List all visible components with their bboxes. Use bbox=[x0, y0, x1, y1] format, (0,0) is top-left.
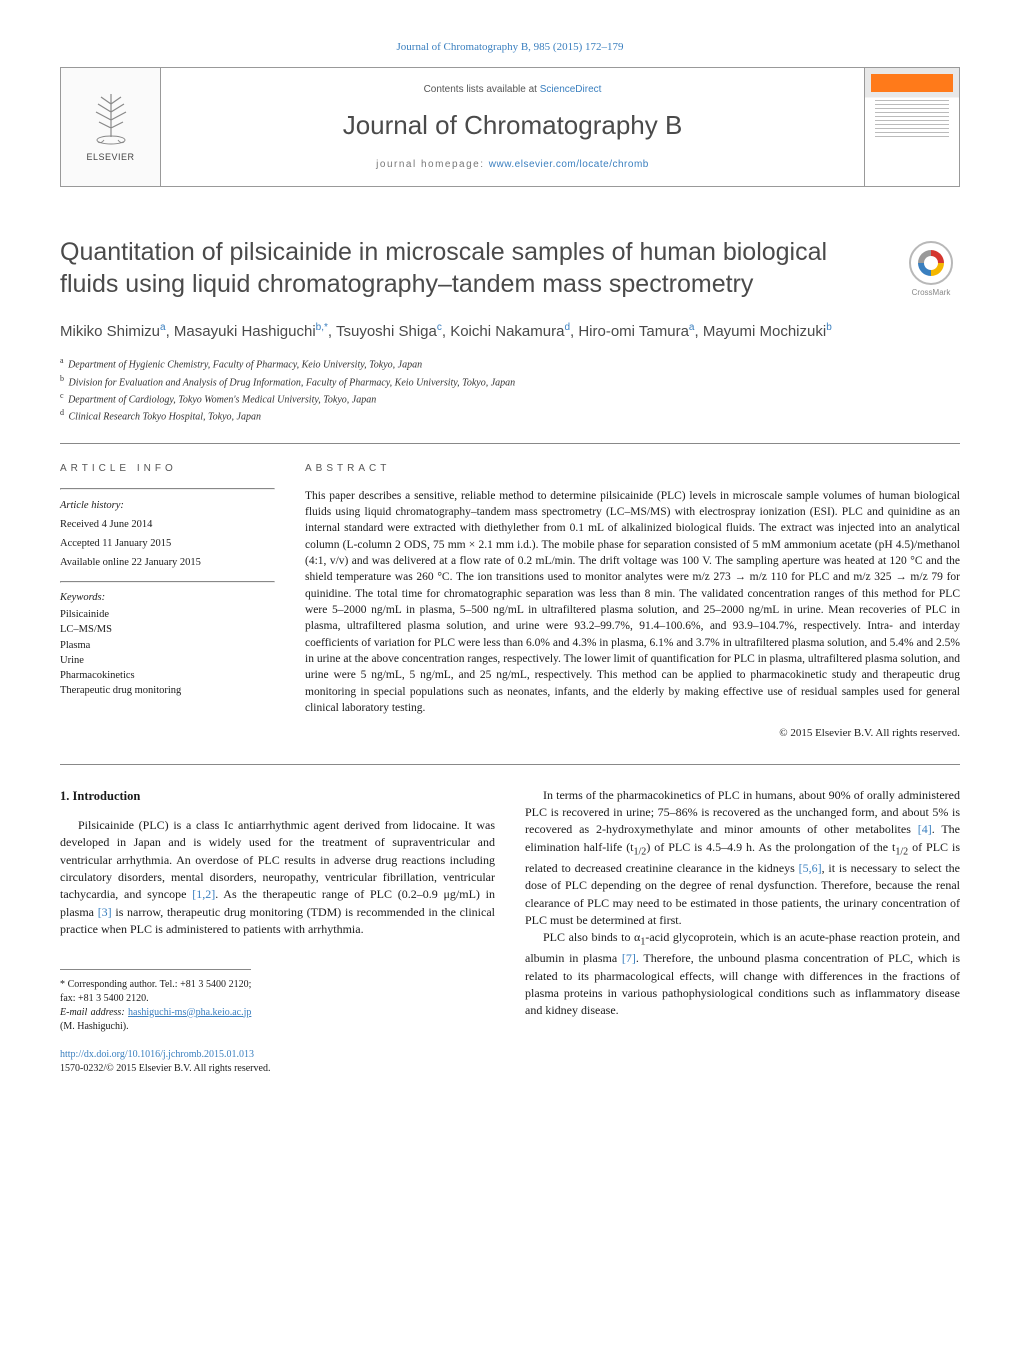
title-row: Quantitation of pilsicainide in microsca… bbox=[60, 237, 960, 300]
article-title: Quantitation of pilsicainide in microsca… bbox=[60, 237, 887, 300]
page-root: Journal of Chromatography B, 985 (2015) … bbox=[0, 0, 1020, 1106]
elsevier-tree-icon bbox=[86, 92, 136, 147]
affiliation-list: a Department of Hygienic Chemistry, Facu… bbox=[60, 355, 960, 424]
rule-bottom bbox=[60, 764, 960, 765]
body-column-right: In terms of the pharmacokinetics of PLC … bbox=[525, 787, 960, 1076]
section-heading-intro: 1. Introduction bbox=[60, 787, 495, 805]
publisher-name: ELSEVIER bbox=[86, 151, 136, 164]
keyword-item: Therapeutic drug monitoring bbox=[60, 683, 275, 698]
abstract-column: ABSTRACT This paper describes a sensitiv… bbox=[305, 462, 960, 742]
cover-accent-bar bbox=[871, 74, 953, 92]
crossmark-badge[interactable]: CrossMark bbox=[902, 241, 960, 298]
crossmark-label: CrossMark bbox=[912, 287, 951, 298]
keywords-list: PilsicainideLC–MS/MSPlasmaUrinePharmacok… bbox=[60, 607, 275, 698]
contents-prefix: Contents lists available at bbox=[424, 84, 540, 95]
journal-name: Journal of Chromatography B bbox=[343, 107, 683, 143]
intro-para-2: In terms of the pharmacokinetics of PLC … bbox=[525, 787, 960, 930]
abstract-heading: ABSTRACT bbox=[305, 462, 960, 476]
intro-para-3: PLC also binds to α1-acid glycoprotein, … bbox=[525, 929, 960, 1019]
doi-link[interactable]: http://dx.doi.org/10.1016/j.jchromb.2015… bbox=[60, 1049, 254, 1060]
intro-para-1: Pilsicainide (PLC) is a class Ic antiarr… bbox=[60, 817, 495, 939]
publisher-logo-cell: ELSEVIER bbox=[61, 68, 161, 186]
abstract-text: This paper describes a sensitive, reliab… bbox=[305, 488, 960, 717]
running-citation: Journal of Chromatography B, 985 (2015) … bbox=[60, 40, 960, 55]
keyword-item: Pharmacokinetics bbox=[60, 668, 275, 683]
masthead-center: Contents lists available at ScienceDirec… bbox=[161, 68, 864, 186]
keyword-item: Urine bbox=[60, 653, 275, 668]
journal-masthead: ELSEVIER Contents lists available at Sci… bbox=[60, 67, 960, 187]
keyword-item: Plasma bbox=[60, 638, 275, 653]
history-accepted: Accepted 11 January 2015 bbox=[60, 536, 275, 551]
cover-decor-lines bbox=[875, 100, 949, 140]
email-suffix: (M. Hashiguchi). bbox=[60, 1021, 129, 1032]
info-divider-2 bbox=[60, 581, 275, 583]
footnote-block: * Corresponding author. Tel.: +81 3 5400… bbox=[60, 969, 251, 1034]
email-line: E-mail address: hashiguchi-ms@pha.keio.a… bbox=[60, 1006, 251, 1034]
author-list: Mikiko Shimizua, Masayuki Hashiguchib,*,… bbox=[60, 320, 960, 344]
history-received: Received 4 June 2014 bbox=[60, 517, 275, 532]
journal-homepage-line: journal homepage: www.elsevier.com/locat… bbox=[376, 158, 649, 172]
corresponding-email-link[interactable]: hashiguchi-ms@pha.keio.ac.jp bbox=[128, 1007, 251, 1018]
corresponding-author-note: * Corresponding author. Tel.: +81 3 5400… bbox=[60, 978, 251, 1006]
affiliation-item: c Department of Cardiology, Tokyo Women'… bbox=[60, 390, 960, 407]
contents-available-line: Contents lists available at ScienceDirec… bbox=[424, 83, 602, 97]
abstract-copyright: © 2015 Elsevier B.V. All rights reserved… bbox=[305, 726, 960, 741]
homepage-prefix: journal homepage: bbox=[376, 159, 489, 170]
affiliation-item: b Division for Evaluation and Analysis o… bbox=[60, 373, 960, 390]
section-title: Introduction bbox=[73, 789, 141, 803]
crossmark-icon bbox=[909, 241, 953, 285]
info-divider-1 bbox=[60, 488, 275, 490]
email-label: E-mail address: bbox=[60, 1007, 128, 1018]
info-abstract-row: ARTICLE INFO Article history: Received 4… bbox=[60, 444, 960, 764]
journal-homepage-link[interactable]: www.elsevier.com/locate/chromb bbox=[489, 159, 649, 170]
elsevier-logo: ELSEVIER bbox=[86, 92, 136, 164]
issn-copyright-line: 1570-0232/© 2015 Elsevier B.V. All right… bbox=[60, 1062, 495, 1076]
history-label: Article history: bbox=[60, 498, 275, 513]
body-columns: 1. Introduction Pilsicainide (PLC) is a … bbox=[60, 787, 960, 1076]
doi-block: http://dx.doi.org/10.1016/j.jchromb.2015… bbox=[60, 1048, 495, 1076]
keyword-item: LC–MS/MS bbox=[60, 622, 275, 637]
journal-cover-thumb bbox=[864, 68, 959, 186]
affiliation-item: a Department of Hygienic Chemistry, Facu… bbox=[60, 355, 960, 372]
affiliation-item: d Clinical Research Tokyo Hospital, Toky… bbox=[60, 407, 960, 424]
sciencedirect-link[interactable]: ScienceDirect bbox=[540, 84, 602, 95]
article-info-heading: ARTICLE INFO bbox=[60, 462, 275, 476]
keywords-label: Keywords: bbox=[60, 591, 275, 606]
article-info-column: ARTICLE INFO Article history: Received 4… bbox=[60, 462, 275, 742]
section-number: 1. bbox=[60, 789, 69, 803]
body-column-left: 1. Introduction Pilsicainide (PLC) is a … bbox=[60, 787, 495, 1076]
history-online: Available online 22 January 2015 bbox=[60, 555, 275, 570]
keyword-item: Pilsicainide bbox=[60, 607, 275, 622]
